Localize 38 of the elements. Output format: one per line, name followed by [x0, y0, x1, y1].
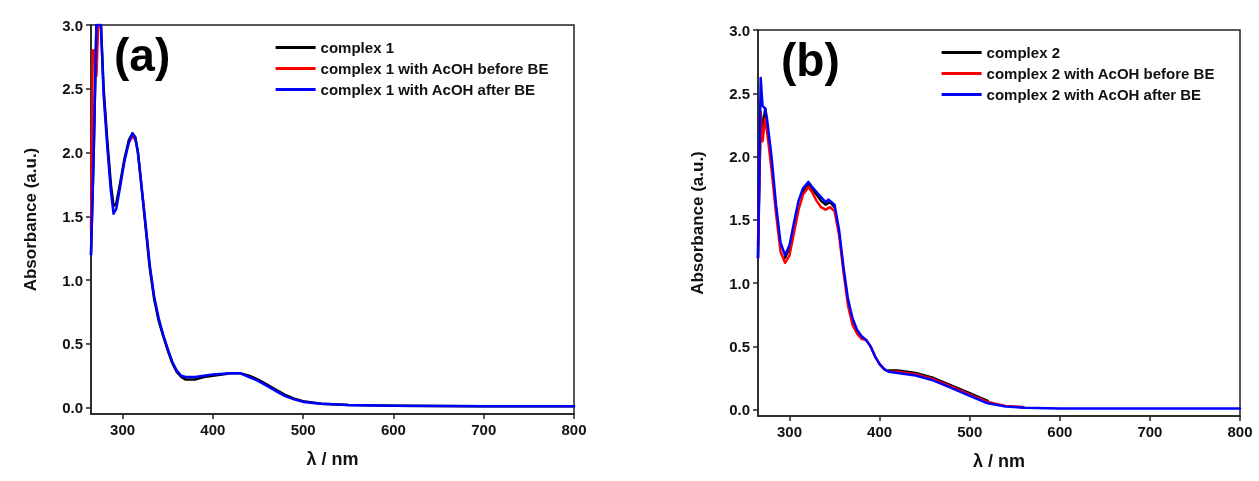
y-tick-label: 1.5 [729, 211, 750, 229]
legend-label: complex 2 with AcOH before BE [986, 65, 1215, 82]
x-tick-label: 700 [1137, 423, 1163, 440]
y-tick-label: 2.5 [62, 80, 83, 98]
x-tick-label: 500 [957, 423, 983, 440]
x-axis-title: λ / nm [972, 451, 1026, 471]
x-tick-label: 800 [561, 421, 587, 438]
legend-label: complex 2 with AcOH after BE [986, 86, 1202, 103]
legend-label: complex 1 with AcOH after BE [320, 81, 536, 98]
y-tick-label: 3.0 [62, 16, 83, 34]
x-axis-title: λ / nm [306, 449, 359, 469]
y-tick-label: 2.0 [729, 148, 750, 166]
chart-title: (b) [781, 34, 840, 86]
y-tick-label: 1.0 [62, 271, 83, 289]
x-tick-label: 600 [380, 421, 406, 438]
legend-label: complex 1 [320, 39, 394, 56]
chart-title: (a) [114, 29, 171, 81]
x-tick-label: 500 [290, 421, 316, 438]
y-tick-label: 1.0 [729, 274, 750, 292]
y-tick-label: 0.5 [729, 337, 750, 355]
y-tick-label: 0.0 [62, 399, 83, 417]
x-tick-label: 300 [110, 421, 136, 438]
y-tick-label: 0.5 [62, 335, 83, 353]
x-tick-label: 300 [777, 423, 803, 440]
y-tick-label: 2.0 [62, 144, 83, 162]
y-axis-title: Absorbance (a.u.) [688, 151, 707, 295]
y-tick-label: 3.0 [729, 21, 750, 39]
x-tick-label: 600 [1047, 423, 1073, 440]
y-axis-title: Absorbance (a.u.) [21, 147, 40, 292]
x-tick-label: 400 [200, 421, 226, 438]
y-tick-label: 2.5 [729, 84, 750, 102]
x-tick-label: 800 [1227, 423, 1253, 440]
legend-label: complex 1 with AcOH before BE [320, 60, 549, 77]
x-tick-label: 400 [867, 423, 893, 440]
legend-label: complex 2 [986, 44, 1060, 61]
y-tick-label: 0.0 [729, 401, 750, 419]
y-tick-label: 1.5 [62, 207, 83, 225]
x-tick-label: 700 [471, 421, 497, 438]
